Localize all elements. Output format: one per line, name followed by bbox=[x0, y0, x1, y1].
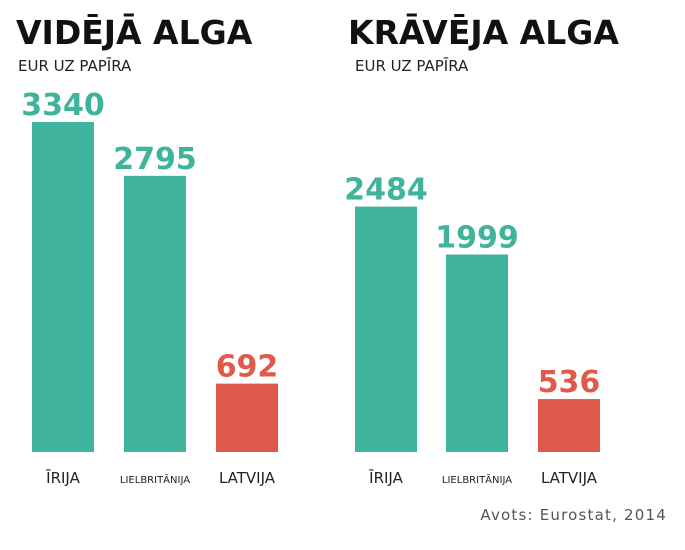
category-label: ĪRIJA bbox=[46, 469, 80, 487]
value-label: 1999 bbox=[435, 220, 519, 255]
value-label: 692 bbox=[216, 350, 279, 385]
chart-subtitle: EUR UZ PAPĪRA bbox=[355, 57, 469, 75]
category-label: LATVIJA bbox=[541, 469, 598, 487]
bar-latvija bbox=[216, 383, 278, 452]
source-note: Avots: Eurostat, 2014 bbox=[480, 506, 667, 524]
chart-title: KRĀVĒJA ALGA bbox=[348, 13, 619, 52]
bar-īrija bbox=[32, 122, 94, 452]
value-label: 2795 bbox=[113, 142, 197, 177]
category-label: LATVIJA bbox=[219, 469, 276, 487]
chart-subtitle: EUR UZ PAPĪRA bbox=[18, 57, 132, 75]
bar-lielbritānija bbox=[446, 254, 508, 452]
chart-title: VIDĒJĀ ALGA bbox=[16, 13, 253, 52]
bar-lielbritānija bbox=[124, 175, 186, 453]
value-label: 3340 bbox=[21, 88, 105, 123]
category-label: ĪRIJA bbox=[369, 469, 403, 487]
category-label: LIELBRITĀNIJA bbox=[120, 473, 190, 486]
value-label: 536 bbox=[538, 365, 601, 400]
value-label: 2484 bbox=[344, 173, 428, 208]
bar-īrija bbox=[355, 206, 417, 452]
category-label: LIELBRITĀNIJA bbox=[442, 473, 512, 486]
bar-latvija bbox=[538, 399, 600, 452]
